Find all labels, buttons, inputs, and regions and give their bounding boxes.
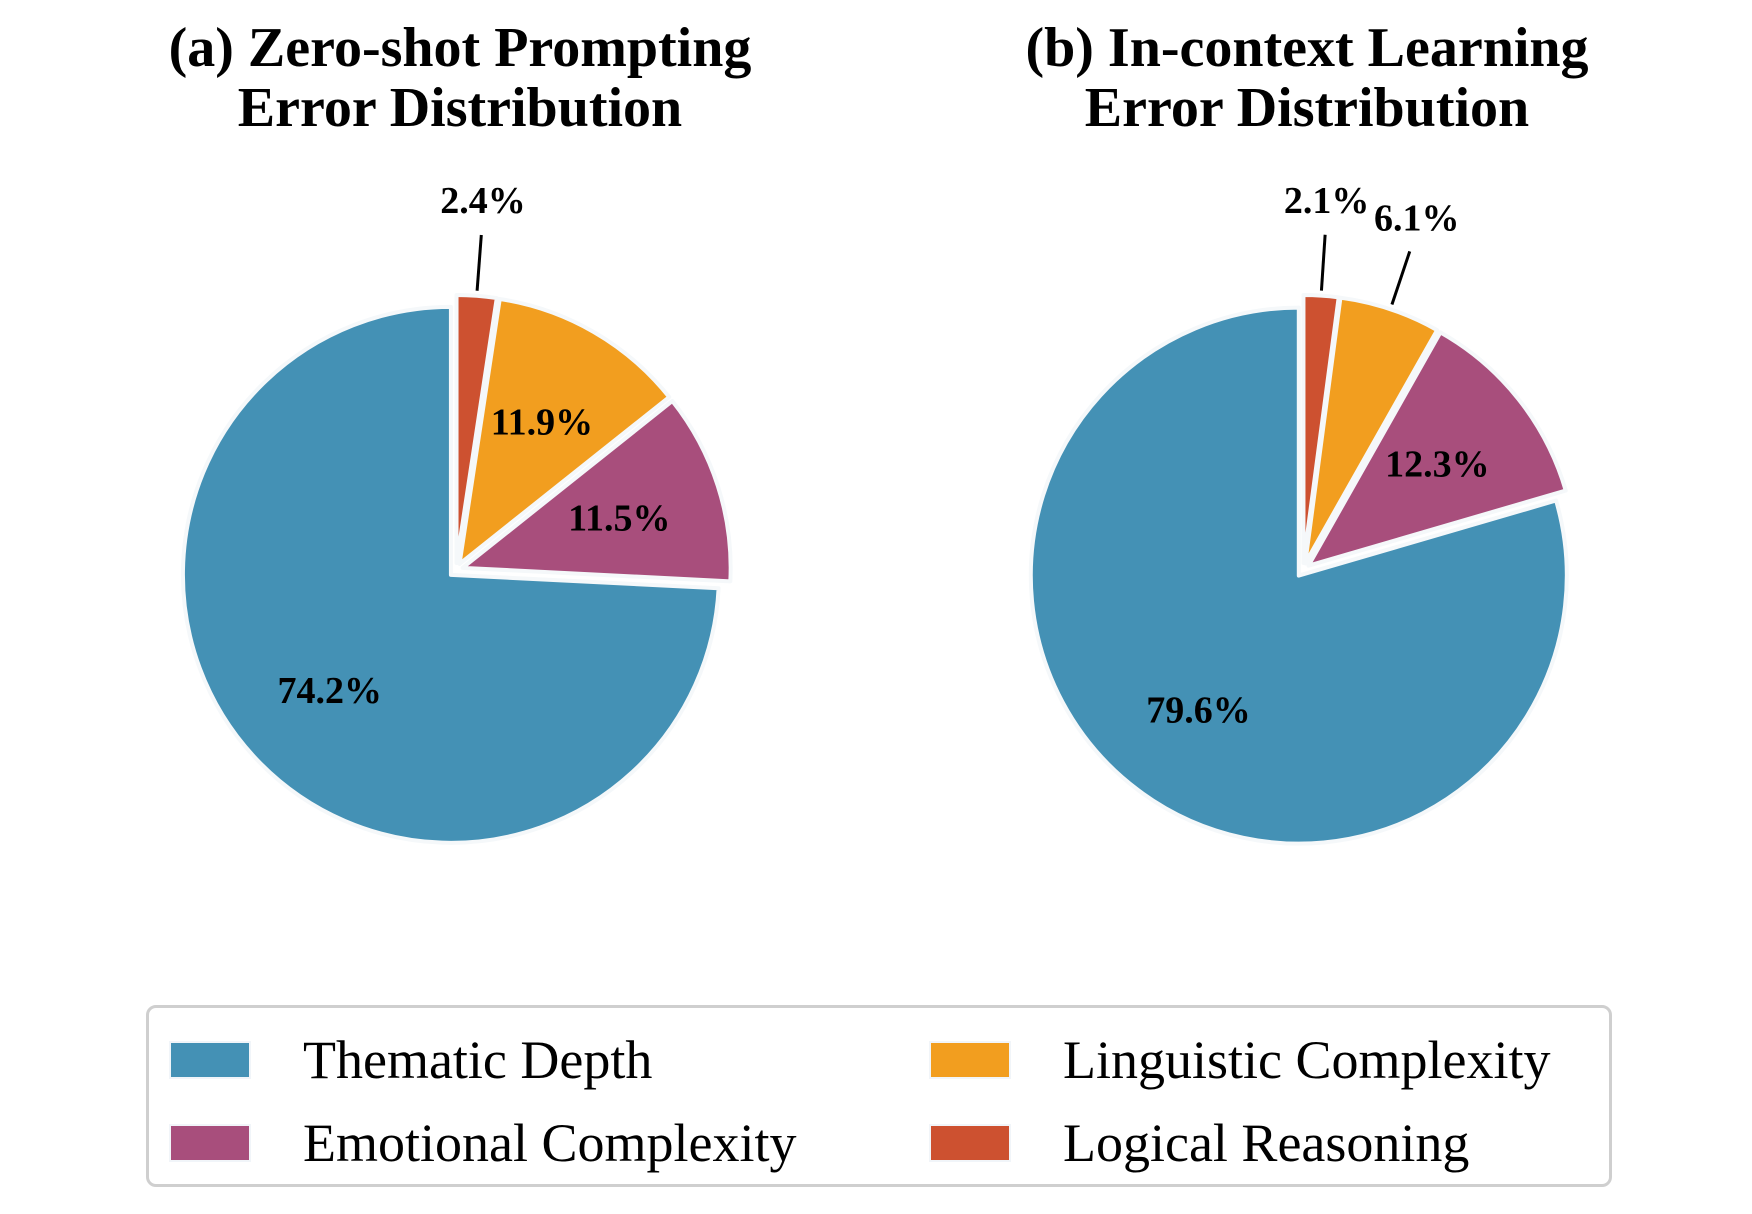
slice-linguistic-complexity [1303,295,1440,566]
legend-swatch-thematic-depth [169,1041,251,1079]
leader-line-linguistic-complexity [1390,250,1412,305]
pie-a: 2.4% 11.9% 11.5% 74.2% [180,180,733,845]
slice-thematic-depth [1028,305,1569,846]
legend-swatch-logical-reasoning [929,1124,1011,1162]
slice-label-thematic-depth: 74.2% [278,670,383,712]
chart-a-title-line1: (a) Zero-shot Prompting [168,17,752,79]
legend-item-logical-reasoning: Logical Reasoning [929,1108,1469,1178]
chart-b-title-line1: (b) In-context Learning [1025,17,1589,79]
pie-b: 2.1% 6.1% 12.3% 79.6% [1028,180,1569,846]
slice-label-emotional-complexity: 12.3% [1385,443,1490,485]
legend-swatch-emotional-complexity [169,1124,251,1162]
legend: Thematic Depth Linguistic Complexity Emo… [146,1005,1612,1187]
legend-label-thematic-depth: Thematic Depth [303,1030,653,1090]
slice-label-logical-reasoning: 2.1% [1284,180,1370,222]
slice-label-emotional-complexity: 11.5% [568,498,670,540]
legend-label-linguistic-complexity: Linguistic Complexity [1063,1030,1551,1090]
legend-item-thematic-depth: Thematic Depth [169,1025,652,1095]
legend-item-linguistic-complexity: Linguistic Complexity [929,1025,1550,1095]
legend-label-logical-reasoning: Logical Reasoning [1063,1113,1470,1173]
legend-swatch-linguistic-complexity [929,1041,1011,1079]
leader-line-logical-reasoning [1319,234,1327,291]
slice-emotional-complexity [1306,330,1568,568]
slice-thematic-depth [180,304,721,845]
chart-b-title-line2: Error Distribution [1084,77,1530,139]
chart-a-title: (a) Zero-shot Prompting Error Distributi… [80,18,840,138]
chart-b-title: (b) In-context Learning Error Distributi… [927,18,1687,138]
slice-linguistic-complexity [457,296,672,566]
leader-line-logical-reasoning [475,234,483,291]
slice-label-linguistic-complexity: 6.1% [1374,198,1460,240]
legend-item-emotional-complexity: Emotional Complexity [169,1108,796,1178]
slice-label-linguistic-complexity: 11.9% [491,402,593,444]
slice-label-logical-reasoning: 2.4% [440,180,526,222]
pie-charts: 2.4% 11.9% 11.5% 74.2% 2.1% 6.1% 12.3% 79.6% [180,180,1569,846]
slice-label-thematic-depth: 79.6% [1146,689,1251,731]
slice-logical-reasoning [454,293,499,566]
slice-emotional-complexity [460,398,733,584]
legend-label-emotional-complexity: Emotional Complexity [303,1113,797,1173]
chart-a-title-line2: Error Distribution [237,77,683,139]
